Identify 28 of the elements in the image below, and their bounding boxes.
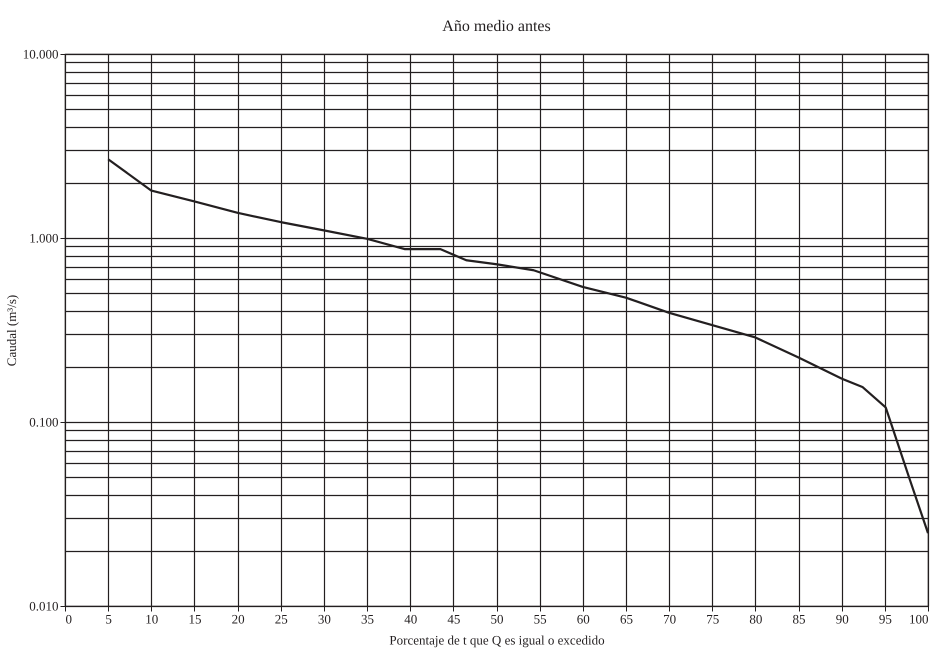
x-tick-label: 40 [404, 612, 418, 626]
x-tick-label: 15 [188, 612, 202, 626]
x-tick-label: 65 [620, 612, 633, 626]
x-tick-label: 75 [706, 612, 720, 626]
x-tick-label: 50 [490, 612, 504, 626]
x-tick-label: 25 [274, 612, 288, 626]
x-tick-label: 30 [318, 612, 331, 626]
x-tick-label: 0 [66, 612, 72, 626]
x-tick-label: 5 [105, 612, 112, 626]
x-tick-label: 60 [576, 612, 590, 626]
x-tick-label: 90 [836, 612, 849, 626]
x-tick-label: 45 [447, 612, 460, 626]
x-tick-label: 55 [534, 612, 547, 626]
y-tick-label: 10.000 [22, 46, 58, 62]
x-tick-label: 85 [792, 612, 806, 626]
y-tick-label: 0.100 [29, 414, 58, 430]
x-tick-label: 20 [232, 612, 245, 626]
chart-title: Año medio antes [442, 18, 551, 35]
x-tick-label: 80 [749, 612, 762, 626]
x-tick-label: 100 [909, 612, 928, 626]
x-tick-label: 35 [361, 612, 374, 626]
y-tick-label: 0.010 [29, 598, 58, 614]
y-tick-label: 1.000 [29, 230, 58, 246]
x-tick-label: 10 [145, 612, 158, 626]
x-tick-label: 95 [878, 612, 892, 626]
y-axis-title: Caudal (m³/s) [4, 294, 19, 366]
x-axis-title: Porcentaje de t que Q es igual o excedido [389, 632, 605, 648]
x-tick-label: 70 [663, 612, 676, 626]
